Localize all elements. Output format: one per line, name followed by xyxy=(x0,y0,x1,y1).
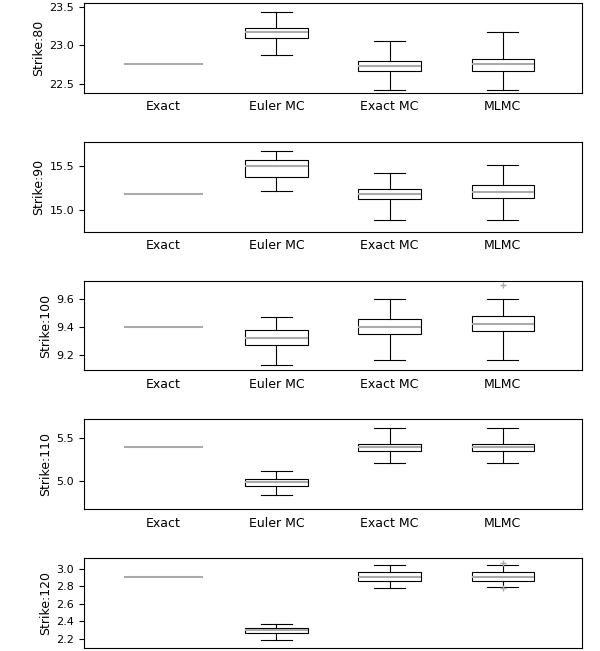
Y-axis label: Strike:90: Strike:90 xyxy=(32,159,46,215)
PathPatch shape xyxy=(472,186,534,198)
Y-axis label: Strike:100: Strike:100 xyxy=(39,294,52,357)
PathPatch shape xyxy=(245,28,308,38)
PathPatch shape xyxy=(472,59,534,72)
PathPatch shape xyxy=(245,479,308,486)
PathPatch shape xyxy=(472,572,534,581)
PathPatch shape xyxy=(472,443,534,451)
PathPatch shape xyxy=(245,628,308,633)
Y-axis label: Strike:80: Strike:80 xyxy=(32,20,45,76)
Y-axis label: Strike:120: Strike:120 xyxy=(39,571,52,635)
PathPatch shape xyxy=(358,443,421,451)
PathPatch shape xyxy=(472,316,534,331)
PathPatch shape xyxy=(358,572,421,581)
Y-axis label: Strike:110: Strike:110 xyxy=(40,432,52,496)
PathPatch shape xyxy=(358,61,421,72)
PathPatch shape xyxy=(245,160,308,177)
PathPatch shape xyxy=(358,318,421,334)
PathPatch shape xyxy=(358,189,421,199)
PathPatch shape xyxy=(245,329,308,345)
